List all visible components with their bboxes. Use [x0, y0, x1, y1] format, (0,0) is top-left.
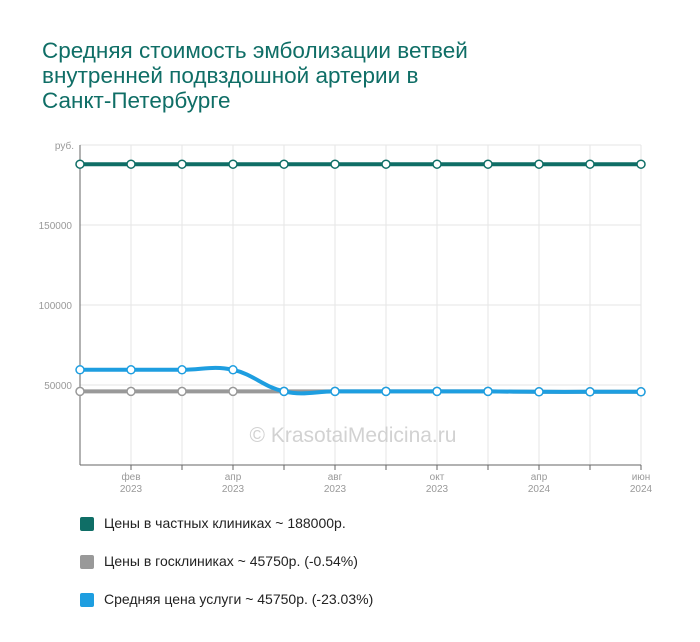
- data-point-private[interactable]: [381, 159, 391, 169]
- data-point-private[interactable]: [75, 159, 85, 169]
- data-point-average[interactable]: [636, 387, 646, 397]
- data-point-public[interactable]: [126, 386, 136, 397]
- data-point-private[interactable]: [534, 159, 544, 169]
- data-point-average[interactable]: [483, 386, 493, 397]
- data-point-public[interactable]: [177, 386, 187, 397]
- x-tick-label-month: окт: [430, 472, 445, 483]
- legend-label-private: Цены в частных клиниках ~ 188000р.: [104, 515, 346, 531]
- data-point-average[interactable]: [177, 365, 187, 375]
- y-ticks: 50000 100000 150000: [39, 221, 73, 392]
- data-point-public[interactable]: [75, 386, 85, 397]
- legend-label-public: Цены в госклиниках ~ 45750р. (-0.54%): [104, 553, 358, 569]
- axes: руб.: [55, 140, 641, 466]
- data-point-private[interactable]: [483, 159, 493, 169]
- chart-title-line-3: Санкт-Петербурге: [42, 88, 231, 113]
- series: [75, 159, 646, 397]
- data-point-public[interactable]: [228, 386, 238, 397]
- x-tick-label-year: 2024: [528, 484, 551, 495]
- data-point-private[interactable]: [228, 159, 238, 169]
- x-tick-label-month: апр: [531, 472, 548, 483]
- x-tick-label-month: авг: [328, 472, 343, 483]
- data-point-private[interactable]: [636, 159, 646, 169]
- y-axis-unit-label: руб.: [55, 140, 74, 152]
- x-tick-label-year: 2023: [120, 484, 143, 495]
- y-tick-label: 50000: [44, 381, 72, 392]
- legend-swatch-private: [80, 517, 94, 531]
- series-line-average: [78, 365, 643, 396]
- x-tick-label-month: апр: [225, 472, 242, 483]
- data-point-average[interactable]: [126, 365, 136, 375]
- data-point-average[interactable]: [279, 386, 289, 397]
- legend-swatch-average: [80, 593, 94, 607]
- data-point-average[interactable]: [534, 387, 544, 397]
- data-point-average[interactable]: [75, 365, 85, 375]
- legend-swatch-public: [80, 555, 94, 569]
- data-point-private[interactable]: [279, 159, 289, 169]
- chart-title-line-2: внутренней подвздошной артерии в: [42, 63, 419, 88]
- data-point-average[interactable]: [381, 386, 391, 397]
- data-point-average[interactable]: [228, 365, 238, 375]
- data-point-average[interactable]: [585, 387, 595, 397]
- x-tick-label-year: 2023: [222, 484, 245, 495]
- x-ticks: фев2023апр2023авг2023окт2023апр2024июн20…: [120, 465, 653, 495]
- y-tick-label: 150000: [39, 221, 73, 232]
- x-tick-label-month: июн: [632, 472, 651, 483]
- chart-title: Средняя стоимость эмболизации ветвей вну…: [42, 38, 602, 113]
- legend-label-average: Средняя цена услуги ~ 45750р. (-23.03%): [104, 591, 374, 607]
- grid: [80, 144, 642, 465]
- chart-title-line-1: Средняя стоимость эмболизации ветвей: [42, 38, 468, 63]
- watermark: © KrasotaiMedicina.ru: [250, 424, 457, 447]
- data-point-average[interactable]: [432, 386, 442, 397]
- x-tick-label-year: 2023: [324, 484, 347, 495]
- x-tick-label-month: фев: [121, 471, 140, 483]
- data-point-average[interactable]: [330, 386, 340, 397]
- data-point-private[interactable]: [126, 159, 136, 169]
- data-point-private[interactable]: [177, 159, 187, 169]
- y-tick-label: 100000: [39, 301, 73, 312]
- data-point-private[interactable]: [330, 159, 340, 169]
- data-point-private[interactable]: [432, 159, 442, 169]
- x-tick-label-year: 2024: [630, 484, 653, 495]
- x-tick-label-year: 2023: [426, 484, 449, 495]
- data-point-private[interactable]: [585, 159, 595, 169]
